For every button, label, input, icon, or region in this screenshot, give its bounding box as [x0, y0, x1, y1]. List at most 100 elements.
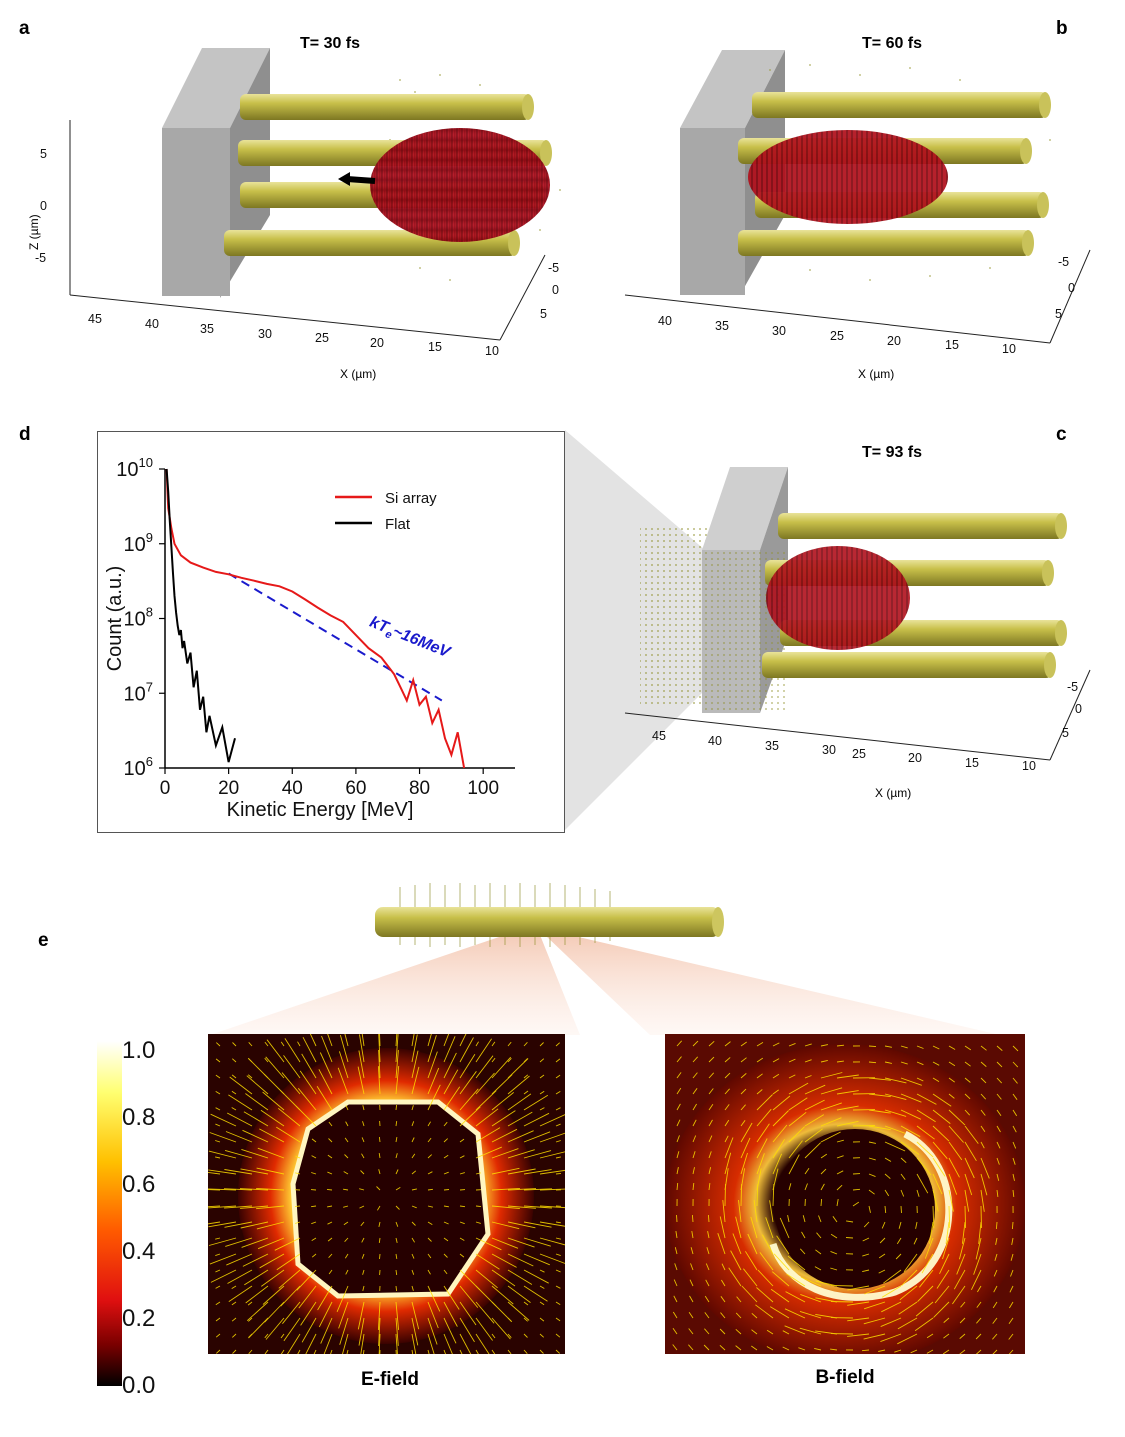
- field-vector: [978, 1221, 982, 1244]
- field-vector: [776, 1235, 790, 1255]
- field-vector: [215, 1269, 221, 1273]
- field-vector: [976, 1317, 982, 1324]
- field-vector: [724, 1072, 731, 1079]
- field-vector: [933, 1301, 950, 1318]
- field-vector: [899, 1285, 918, 1301]
- field-vector: [868, 1141, 876, 1144]
- field-vector: [772, 1271, 790, 1287]
- field-vector: [900, 1157, 907, 1164]
- field-vector: [295, 1105, 317, 1127]
- field-vector: [443, 1237, 449, 1242]
- field-vector: [358, 1050, 365, 1079]
- field-vector: [884, 1109, 907, 1117]
- field-vector: [261, 1269, 285, 1287]
- nanowire-tip: [712, 907, 724, 937]
- field-vector: [691, 1214, 694, 1223]
- field-vector: [996, 1061, 1003, 1068]
- panel-label-b: b: [1056, 18, 1068, 39]
- field-vector: [996, 1109, 1002, 1116]
- field-vector: [555, 1253, 561, 1257]
- field-vector: [361, 1253, 365, 1259]
- field-vector: [215, 1237, 221, 1240]
- x-tick: 25: [315, 331, 329, 345]
- field-vector: [215, 1333, 221, 1338]
- zoom-cone-e: [210, 935, 580, 1035]
- field-vector: [724, 1088, 730, 1095]
- field-vector: [862, 1269, 870, 1273]
- field-vector: [459, 1349, 463, 1354]
- field-vector: [704, 1328, 710, 1335]
- field-vector: [298, 1285, 317, 1309]
- field-vector: [708, 1056, 715, 1063]
- field-vector: [916, 1173, 929, 1194]
- field-vector: [523, 1285, 548, 1302]
- field-vector: [836, 1060, 844, 1063]
- field-vector: [459, 1237, 465, 1241]
- field-vector: [228, 1285, 253, 1302]
- field-vector: [378, 1169, 381, 1175]
- field-vector: [956, 1253, 966, 1275]
- field-vector: [243, 1111, 269, 1127]
- field-vector: [459, 1301, 477, 1326]
- y-tick-label: 106: [124, 754, 153, 780]
- field-vector: [523, 1253, 550, 1266]
- field-vector: [708, 1167, 712, 1175]
- field-vector: [964, 1109, 971, 1116]
- field-vector: [248, 1349, 253, 1354]
- field-vector: [707, 1214, 710, 1223]
- field-vector: [717, 1233, 726, 1255]
- field-vector: [830, 1233, 838, 1239]
- field-vector: [980, 1077, 987, 1084]
- field-vector: [427, 1035, 437, 1063]
- field-vector: [928, 1221, 934, 1244]
- field-vector: [756, 1183, 759, 1207]
- field-vector: [443, 1285, 460, 1310]
- field-vector: [539, 1301, 545, 1306]
- field-vector: [459, 1253, 465, 1258]
- x-tick: 30: [822, 743, 836, 757]
- field-vector: [864, 1285, 886, 1295]
- field-vector: [491, 1221, 520, 1230]
- colorbar-tick: 0.4: [122, 1238, 155, 1265]
- e-field-vectors: [208, 1034, 565, 1354]
- field-vector: [728, 1267, 742, 1287]
- field-vector: [836, 1120, 859, 1127]
- field-vector: [753, 1200, 758, 1223]
- field-vector: [459, 1034, 467, 1047]
- legend-label: Si array: [385, 490, 437, 507]
- field-vector: [996, 1141, 1001, 1149]
- field-vector: [280, 1285, 301, 1307]
- field-vector: [208, 1171, 221, 1175]
- field-vector: [964, 1141, 977, 1162]
- field-vector: [721, 1263, 726, 1271]
- field-vector: [735, 1345, 742, 1351]
- field-vector: [362, 1269, 365, 1275]
- field-vector: [555, 1074, 561, 1079]
- field-vector: [395, 1205, 400, 1210]
- field-vector: [491, 1317, 511, 1340]
- field-vector: [900, 1173, 906, 1180]
- field-vector: [740, 1041, 747, 1047]
- field-vector: [523, 1188, 553, 1191]
- field-vector: [246, 1301, 269, 1322]
- field-vector: [491, 1057, 496, 1063]
- field-vector: [259, 1128, 285, 1143]
- y-axis-line: [1049, 249, 1091, 344]
- field-vector: [411, 1333, 417, 1354]
- x-tick: 25: [830, 329, 844, 343]
- field-vector: [215, 1107, 221, 1111]
- field-vector: [676, 1087, 682, 1095]
- field-vector: [246, 1075, 269, 1095]
- field-vector: [411, 1121, 415, 1127]
- field-vector: [344, 1154, 349, 1159]
- field-vector: [980, 1173, 988, 1196]
- field-vector: [228, 1094, 253, 1111]
- field-vector: [772, 1183, 775, 1207]
- field-vector: [884, 1045, 892, 1048]
- field-vector: [724, 1104, 730, 1111]
- field-vector: [507, 1041, 512, 1047]
- field-vector: [215, 1074, 221, 1079]
- field-vector: [800, 1276, 822, 1287]
- field-vector: [276, 1253, 301, 1271]
- field-vector: [980, 1157, 990, 1179]
